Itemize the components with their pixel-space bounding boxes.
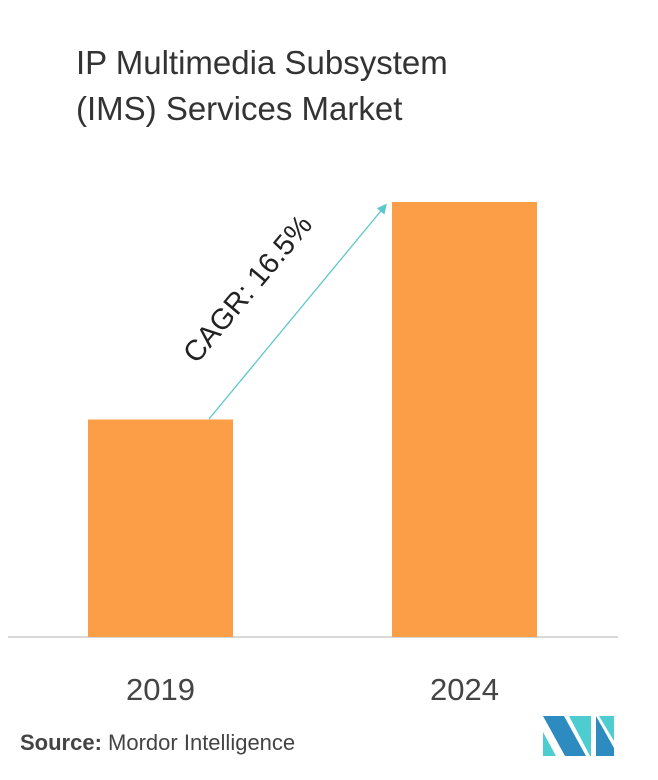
- source-note: Source: Mordor Intelligence: [20, 730, 295, 756]
- source-label: Source:: [20, 730, 102, 755]
- x-tick-label-2019: 2019: [126, 672, 195, 707]
- title-line-2: (IMS) Services Market: [76, 90, 403, 127]
- bar-2024: [392, 202, 537, 637]
- bar-2019: [88, 419, 233, 637]
- title-line-1: IP Multimedia Subsystem: [76, 44, 448, 81]
- chart-title: IP Multimedia Subsystem (IMS) Services M…: [76, 40, 448, 132]
- x-tick-label-2024: 2024: [430, 672, 499, 707]
- cagr-arrow: [208, 203, 387, 420]
- cagr-label: CAGR: 16.5%: [177, 209, 319, 369]
- source-text: Mordor Intelligence: [108, 730, 296, 755]
